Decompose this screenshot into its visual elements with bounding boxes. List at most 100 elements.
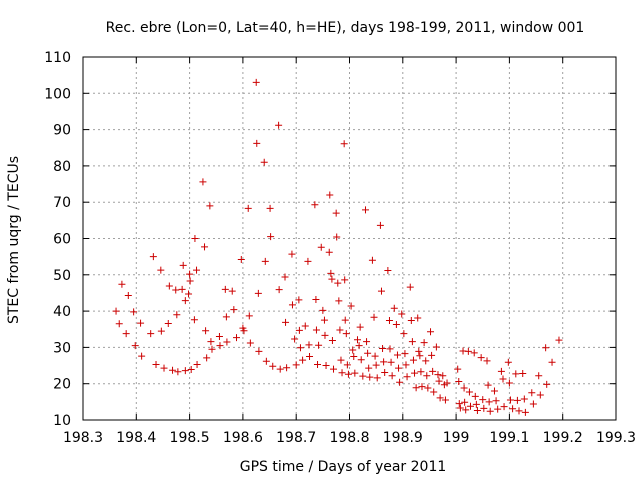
data-point-marker xyxy=(454,365,462,373)
data-point-marker xyxy=(473,407,481,415)
y-tick-label: 40 xyxy=(53,304,71,320)
data-point-marker xyxy=(276,365,284,373)
x-tick-label: 198.7 xyxy=(276,430,316,446)
data-point-marker xyxy=(477,354,485,362)
data-point-marker xyxy=(361,206,369,214)
x-tick-label: 199.2 xyxy=(543,430,583,446)
data-point-marker xyxy=(536,391,544,399)
x-tick-label: 198.4 xyxy=(116,430,156,446)
data-point-marker xyxy=(260,158,268,166)
data-point-marker xyxy=(337,356,345,364)
data-point-marker xyxy=(485,398,493,406)
data-point-marker xyxy=(169,366,177,374)
data-point-marker xyxy=(357,356,365,364)
data-point-marker xyxy=(275,121,283,129)
data-point-marker xyxy=(461,398,469,406)
data-point-marker xyxy=(157,327,165,335)
data-point-marker xyxy=(306,352,314,360)
data-point-marker xyxy=(376,221,384,229)
data-point-marker xyxy=(420,339,428,347)
data-point-marker xyxy=(415,347,423,355)
data-point-marker xyxy=(528,389,536,397)
data-point-marker xyxy=(299,356,307,364)
x-tick-label: 199.3 xyxy=(596,430,636,446)
grid xyxy=(83,57,616,420)
data-point-marker xyxy=(490,387,498,395)
data-point-marker xyxy=(245,312,253,320)
data-point-marker xyxy=(138,352,146,360)
data-point-marker xyxy=(221,285,229,293)
data-point-marker xyxy=(149,253,157,261)
data-point-marker xyxy=(187,366,195,374)
data-point-marker xyxy=(281,273,289,281)
data-point-marker xyxy=(366,373,374,381)
data-point-marker xyxy=(296,344,304,352)
data-point-marker xyxy=(246,339,254,347)
data-point-marker xyxy=(462,406,470,414)
data-point-marker xyxy=(174,368,182,376)
y-tick-label: 110 xyxy=(44,50,71,66)
data-point-marker xyxy=(515,407,523,415)
data-point-marker xyxy=(262,357,270,365)
data-point-marker xyxy=(499,375,507,383)
data-point-marker xyxy=(295,326,303,334)
data-point-marker xyxy=(486,407,494,415)
y-tick-label: 30 xyxy=(53,340,71,356)
data-point-marker xyxy=(371,352,379,360)
data-point-marker xyxy=(416,352,424,360)
data-point-marker xyxy=(379,344,387,352)
data-point-marker xyxy=(388,372,396,380)
data-point-marker xyxy=(112,307,120,315)
data-point-marker xyxy=(190,316,198,324)
data-point-marker xyxy=(387,358,395,366)
data-point-marker xyxy=(240,327,248,335)
y-tick-label: 60 xyxy=(53,232,71,248)
data-point-marker xyxy=(414,314,422,322)
data-point-marker xyxy=(222,313,230,321)
y-tick-label: 50 xyxy=(53,268,71,284)
x-tick-label: 198.8 xyxy=(329,430,369,446)
data-point-marker xyxy=(320,316,328,324)
data-point-marker xyxy=(342,330,350,338)
data-point-marker xyxy=(422,357,430,365)
data-point-marker xyxy=(216,342,224,350)
data-point-marker xyxy=(314,360,322,368)
data-point-marker xyxy=(131,342,139,350)
x-tick-label: 198.6 xyxy=(223,430,263,446)
data-point-marker xyxy=(335,297,343,305)
data-point-marker xyxy=(470,349,478,357)
data-point-marker xyxy=(406,283,414,291)
data-point-marker xyxy=(401,350,409,358)
data-point-marker xyxy=(186,277,194,285)
y-tick-label: 90 xyxy=(53,123,71,139)
data-point-marker xyxy=(466,402,474,410)
data-point-marker xyxy=(181,297,189,305)
data-point-marker xyxy=(266,204,274,212)
data-point-marker xyxy=(408,338,416,346)
data-point-marker xyxy=(492,397,500,405)
data-point-marker xyxy=(255,347,263,355)
y-axis-label: STEC from uqrg / TECUs xyxy=(6,156,22,324)
data-point-marker xyxy=(365,364,373,372)
data-point-marker xyxy=(351,369,359,377)
data-point-marker xyxy=(548,358,556,366)
data-point-marker xyxy=(520,395,528,403)
data-point-marker xyxy=(494,405,502,413)
data-point-marker xyxy=(504,358,512,366)
data-point-marker xyxy=(157,266,165,274)
data-point-marker xyxy=(460,384,468,392)
data-point-marker xyxy=(464,347,472,355)
data-point-marker xyxy=(349,346,357,354)
data-point-marker xyxy=(327,269,335,277)
x-tick-label: 199 xyxy=(443,430,470,446)
data-point-marker xyxy=(512,370,520,378)
data-point-marker xyxy=(400,330,408,338)
data-point-marker xyxy=(179,261,187,269)
data-point-marker xyxy=(215,333,223,341)
data-point-marker xyxy=(201,243,209,251)
data-point-marker xyxy=(328,337,336,345)
data-point-marker xyxy=(506,396,514,404)
data-point-marker xyxy=(326,191,334,199)
data-point-marker xyxy=(325,248,333,256)
data-point-marker xyxy=(471,392,479,400)
